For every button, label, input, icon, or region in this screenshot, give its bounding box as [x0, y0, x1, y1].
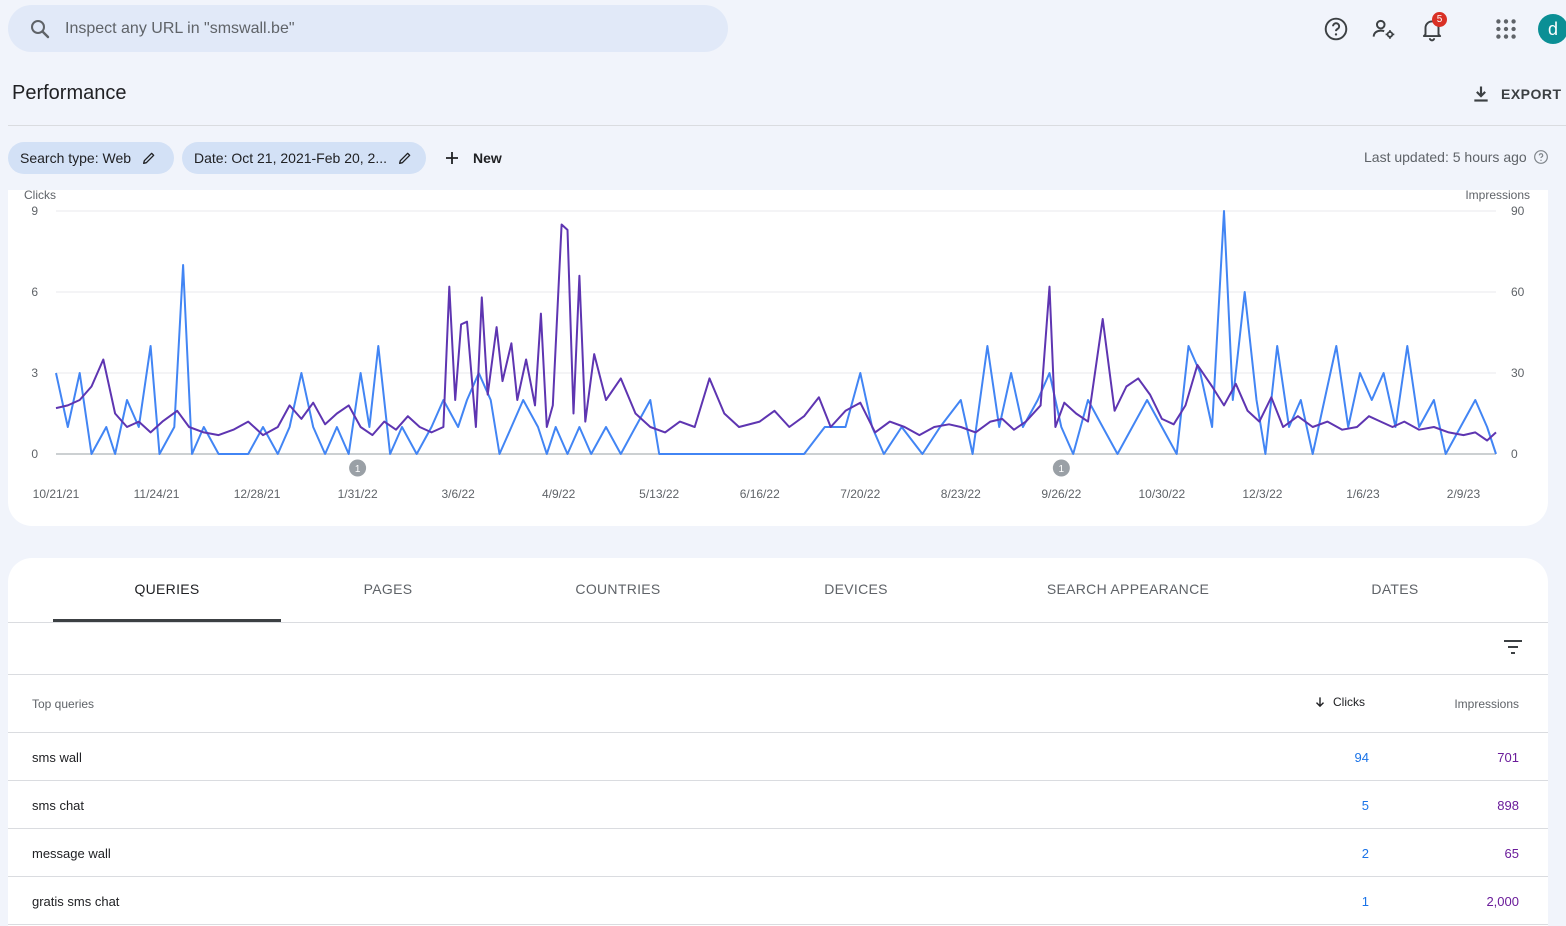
- page-title: Performance: [12, 82, 127, 104]
- left-axis-title: Clicks: [24, 190, 56, 202]
- filter-rows-icon[interactable]: [1501, 635, 1525, 659]
- x-tick-label: 10/21/21: [33, 487, 80, 501]
- series-line-clicks: [55, 210, 1497, 455]
- notification-count-badge: 5: [1432, 12, 1447, 27]
- right-axis-title: Impressions: [1465, 190, 1530, 202]
- right-tick-label: 60: [1511, 285, 1525, 299]
- column-header-impressions[interactable]: Impressions: [1454, 697, 1519, 711]
- right-tick-label: 30: [1511, 366, 1525, 380]
- annotation-label: 1: [1059, 464, 1065, 475]
- new-filter-button[interactable]: New: [443, 146, 502, 170]
- x-tick-label: 1/6/23: [1346, 487, 1380, 501]
- last-updated: Last updated: 5 hours ago: [1364, 149, 1549, 165]
- top-bar: Inspect any URL in "smswall.be" 5 d: [0, 0, 1566, 60]
- last-updated-text: Last updated: 5 hours ago: [1364, 149, 1527, 165]
- x-tick-label: 9/26/22: [1041, 487, 1081, 501]
- x-tick-label: 8/23/22: [941, 487, 981, 501]
- clicks-cell: 94: [1354, 750, 1369, 765]
- x-tick-label: 1/31/22: [338, 487, 378, 501]
- left-tick-label: 0: [31, 447, 38, 461]
- x-tick-label: 5/13/22: [639, 487, 679, 501]
- annotation-marker: [1052, 459, 1070, 477]
- url-inspect-search[interactable]: Inspect any URL in "smswall.be": [8, 5, 728, 52]
- clicks-cell: 2: [1361, 846, 1369, 861]
- tab-search-appearance[interactable]: SEARCH APPEARANCE: [1046, 581, 1210, 597]
- right-tick-label: 0: [1511, 447, 1518, 461]
- annotation-marker: [349, 459, 367, 477]
- edit-pencil-icon: [399, 152, 411, 164]
- apps-grid-icon[interactable]: [1493, 16, 1519, 42]
- manage-users-icon[interactable]: [1371, 16, 1397, 42]
- date-range-chip-label: Date: Oct 21, 2021-Feb 20, 2...: [194, 150, 387, 166]
- avatar[interactable]: d: [1538, 14, 1566, 44]
- x-tick-label: 12/28/21: [234, 487, 281, 501]
- date-range-chip[interactable]: Date: Oct 21, 2021-Feb 20, 2...: [182, 142, 426, 174]
- x-tick-label: 3/6/22: [441, 487, 475, 501]
- x-tick-label: 6/16/22: [740, 487, 780, 501]
- sort-descending-icon: [1316, 697, 1324, 708]
- annotation-label: 1: [355, 464, 361, 475]
- impressions-cell: 2,000: [1486, 894, 1519, 909]
- impressions-cell: 898: [1497, 798, 1519, 813]
- tab-dates[interactable]: DATES: [1371, 581, 1419, 597]
- search-input[interactable]: Inspect any URL in "smswall.be": [65, 20, 295, 37]
- column-header-top-queries[interactable]: Top queries: [32, 697, 95, 711]
- right-tick-label: 90: [1511, 204, 1525, 218]
- query-cell: sms wall: [32, 750, 82, 765]
- tab-pages[interactable]: PAGES: [363, 581, 413, 597]
- tab-countries[interactable]: COUNTRIES: [575, 581, 661, 597]
- left-tick-label: 9: [31, 204, 38, 218]
- query-cell: message wall: [32, 846, 111, 861]
- x-tick-label: 11/24/21: [134, 487, 180, 501]
- left-tick-label: 3: [31, 366, 38, 380]
- edit-pencil-icon: [143, 152, 155, 164]
- x-tick-label: 4/9/22: [542, 487, 576, 501]
- x-tick-label: 10/30/22: [1139, 487, 1186, 501]
- x-tick-label: 2/9/23: [1447, 487, 1481, 501]
- table-row[interactable]: sms chat 5 898: [8, 781, 1548, 829]
- table-filter-row: [8, 623, 1548, 675]
- clicks-cell: 5: [1361, 798, 1369, 813]
- new-filter-label: New: [473, 150, 502, 166]
- performance-chart-card: Clicks Impressions 0 3 6 9 0 30 60 90 10/21/21 11/2…: [8, 190, 1548, 526]
- download-icon: [1474, 86, 1488, 102]
- help-icon[interactable]: [1323, 16, 1349, 42]
- search-type-chip-label: Search type: Web: [20, 150, 132, 166]
- table-row[interactable]: message wall 2 65: [8, 829, 1548, 877]
- left-tick-label: 6: [31, 285, 38, 299]
- query-cell: sms chat: [32, 798, 85, 813]
- series-line-impressions: [55, 223, 1497, 442]
- report-tabs: QUERIES PAGES COUNTRIES DEVICES SEARCH A…: [8, 558, 1548, 623]
- plus-icon: [446, 152, 458, 164]
- table-row[interactable]: gratis sms chat 1 2,000: [8, 877, 1548, 925]
- table-header: Top queries Clicks Impressions: [8, 675, 1548, 733]
- clicks-cell: 1: [1361, 894, 1369, 909]
- tab-devices[interactable]: DEVICES: [824, 581, 888, 597]
- query-cell: gratis sms chat: [32, 894, 120, 909]
- column-header-clicks-label: Clicks: [1333, 695, 1365, 709]
- column-header-clicks[interactable]: Clicks: [1313, 695, 1365, 709]
- search-icon: [31, 20, 50, 39]
- x-tick-label: 7/20/22: [840, 487, 880, 501]
- impressions-cell: 65: [1504, 846, 1519, 861]
- table-row[interactable]: sms wall 94 701: [8, 733, 1548, 781]
- impressions-cell: 701: [1497, 750, 1519, 765]
- search-type-chip[interactable]: Search type: Web: [8, 142, 174, 174]
- x-tick-label: 12/3/22: [1242, 487, 1282, 501]
- export-label: EXPORT: [1501, 86, 1562, 102]
- report-table-card: QUERIES PAGES COUNTRIES DEVICES SEARCH A…: [8, 558, 1548, 926]
- tab-queries[interactable]: QUERIES: [53, 558, 281, 622]
- help-outline-icon[interactable]: [1533, 149, 1549, 165]
- export-button[interactable]: EXPORT: [1471, 82, 1562, 106]
- header-divider: [8, 125, 1566, 126]
